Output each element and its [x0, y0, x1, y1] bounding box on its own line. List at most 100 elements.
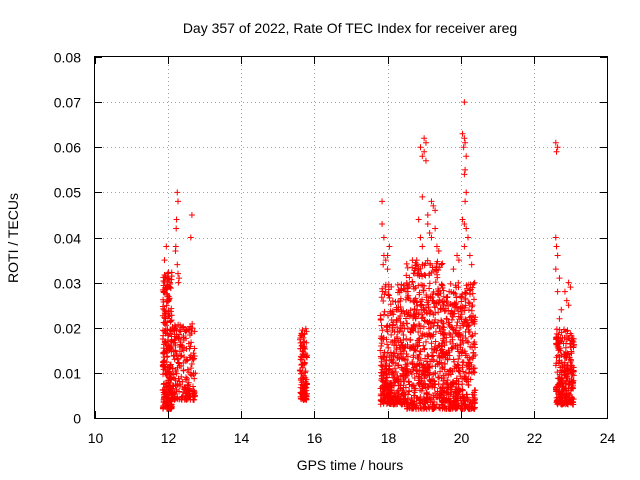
data-point — [465, 234, 472, 241]
data-point — [297, 339, 304, 346]
data-point — [437, 305, 444, 312]
data-point — [419, 385, 426, 392]
data-point — [424, 211, 431, 218]
data-point — [455, 257, 462, 264]
data-point — [411, 398, 418, 405]
data-point — [184, 396, 191, 403]
data-point — [459, 381, 466, 388]
data-point — [435, 352, 442, 359]
data-point — [187, 365, 194, 372]
data-point — [407, 329, 414, 336]
data-point — [567, 284, 574, 291]
data-point — [164, 326, 171, 333]
data-point — [187, 387, 194, 394]
data-point — [421, 346, 428, 353]
data-point — [427, 293, 434, 300]
data-point — [426, 280, 433, 287]
data-point — [168, 305, 175, 312]
data-point — [461, 397, 468, 404]
data-point — [568, 348, 575, 355]
data-point — [470, 349, 477, 356]
data-point — [302, 374, 309, 381]
data-point — [166, 364, 173, 371]
data-point — [165, 313, 172, 320]
data-point — [382, 257, 389, 264]
data-point — [424, 391, 431, 398]
data-point — [459, 130, 466, 137]
data-point — [178, 373, 185, 380]
data-point — [462, 198, 469, 205]
data-point — [461, 373, 468, 380]
data-point — [424, 358, 431, 365]
data-point — [419, 364, 426, 371]
data-point — [303, 381, 310, 388]
data-point — [415, 216, 422, 223]
data-point — [417, 348, 424, 355]
data-point — [458, 294, 465, 301]
data-point — [388, 331, 395, 338]
data-point — [469, 332, 476, 339]
data-point — [381, 308, 388, 315]
data-point — [435, 374, 442, 381]
data-point — [445, 347, 452, 354]
data-point — [561, 359, 568, 366]
data-point — [448, 345, 455, 352]
data-point — [387, 349, 394, 356]
data-point — [430, 331, 437, 338]
data-point — [465, 339, 472, 346]
data-point — [384, 266, 391, 273]
data-point — [387, 301, 394, 308]
data-point — [184, 375, 191, 382]
data-point — [461, 243, 468, 250]
data-point — [462, 166, 469, 173]
y-tick-label: 0.03 — [54, 276, 81, 292]
data-point — [176, 362, 183, 369]
data-point — [162, 338, 169, 345]
data-point — [466, 252, 473, 259]
data-point — [461, 402, 468, 409]
data-point — [553, 148, 560, 155]
data-point — [554, 252, 561, 259]
data-point — [397, 351, 404, 358]
data-point — [462, 139, 469, 146]
data-point — [470, 394, 477, 401]
data-point — [447, 280, 454, 287]
data-point — [304, 354, 310, 361]
data-point — [175, 279, 182, 286]
data-point — [569, 337, 576, 344]
data-point — [441, 375, 448, 382]
data-point — [556, 379, 563, 386]
data-point — [459, 337, 466, 344]
data-point — [555, 347, 562, 354]
y-tick-label: 0.08 — [54, 50, 81, 66]
data-point — [455, 355, 462, 362]
data-point — [394, 281, 401, 288]
data-point — [422, 157, 429, 164]
data-point — [182, 376, 189, 383]
data-point — [387, 381, 394, 388]
data-point — [416, 366, 423, 373]
data-point — [440, 335, 447, 342]
data-point — [416, 396, 423, 403]
data-point — [463, 290, 470, 297]
data-point — [419, 314, 426, 321]
data-point — [566, 392, 573, 399]
data-point — [163, 302, 170, 309]
data-point — [404, 353, 411, 360]
data-point — [300, 384, 307, 391]
data-point — [404, 311, 411, 318]
data-point — [395, 306, 402, 313]
data-point — [181, 327, 188, 334]
data-point — [420, 371, 427, 378]
data-point — [190, 356, 197, 363]
data-point — [169, 365, 176, 372]
data-point — [459, 216, 466, 223]
data-point — [430, 357, 437, 364]
data-point — [402, 315, 409, 322]
data-point — [420, 306, 427, 313]
data-point — [464, 322, 471, 329]
data-point — [419, 273, 426, 280]
data-point — [442, 305, 449, 312]
data-point — [430, 349, 437, 356]
x-tick-label: 16 — [307, 430, 323, 446]
